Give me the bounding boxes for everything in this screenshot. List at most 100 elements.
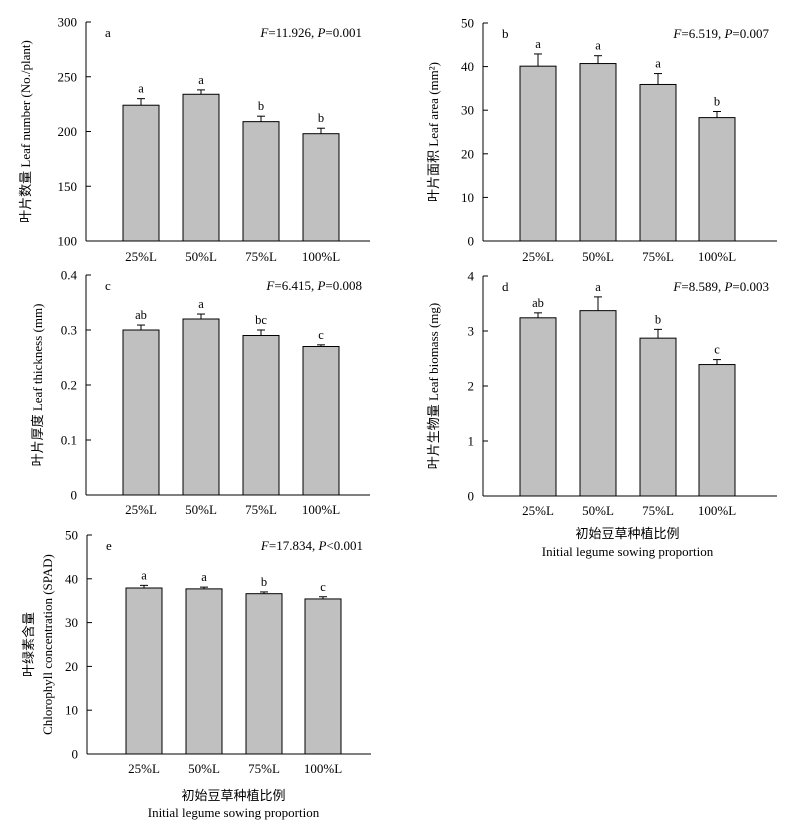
category-label: 100%L xyxy=(302,502,340,517)
significance-letter: bc xyxy=(255,313,267,327)
significance-letter: a xyxy=(138,82,144,96)
y-tick-label: 1 xyxy=(468,434,475,449)
significance-letter: a xyxy=(595,280,601,294)
y-tick-label: 100 xyxy=(58,234,78,249)
stat-value: =8.589, xyxy=(681,279,724,294)
category-label: 100%L xyxy=(698,503,736,518)
bar xyxy=(242,335,280,496)
stat-value: =6.415, xyxy=(274,278,317,293)
bar xyxy=(242,121,280,242)
y-tick-label: 4 xyxy=(468,269,475,284)
stat-value: =0.008 xyxy=(325,278,362,293)
y-tick-label: 0.3 xyxy=(61,323,77,338)
stat-symbol: F xyxy=(672,279,682,294)
bar xyxy=(579,63,617,242)
stat-value: =0.007 xyxy=(732,26,769,41)
y-tick-label: 50 xyxy=(65,528,78,543)
y-axis-label: 叶片厚度 Leaf thickness (mm) xyxy=(30,304,45,467)
y-tick-label: 2 xyxy=(468,379,475,394)
significance-letter: ab xyxy=(532,296,544,310)
significance-letter: a xyxy=(201,570,207,584)
y-axis-label: 叶片面积 Leaf area (mm²) xyxy=(426,62,441,202)
y-axis-label: Chlorophyll concentration (SPAD) xyxy=(40,554,55,735)
panel-a: 100 150 200 250 300 a 25%L a 50%L b 75%L b 100%L a F=1… xyxy=(18,15,370,264)
bar xyxy=(245,593,283,755)
category-label: 25%L xyxy=(125,502,157,517)
stat-value: =0.003 xyxy=(732,279,769,294)
stat-symbol: F xyxy=(259,25,269,40)
y-tick-label: 20 xyxy=(461,146,474,161)
stat-symbol: P xyxy=(317,538,326,553)
stat-symbol: P xyxy=(316,25,325,40)
significance-letter: a xyxy=(655,57,661,71)
category-label: 50%L xyxy=(582,503,614,518)
y-tick-label: 20 xyxy=(65,659,78,674)
panel-letter: c xyxy=(105,278,111,293)
category-label: 25%L xyxy=(522,249,554,264)
bar xyxy=(639,337,677,497)
stat-symbol: P xyxy=(723,26,732,41)
y-tick-label: 0.1 xyxy=(61,433,77,448)
category-label: 100%L xyxy=(302,249,340,264)
category-label: 25%L xyxy=(125,249,157,264)
bar xyxy=(182,93,220,242)
panel-letter: d xyxy=(502,279,509,294)
category-label: 25%L xyxy=(128,761,160,776)
stat-symbol: P xyxy=(723,279,732,294)
x-axis-label-cn: 初始豆草种植比例 xyxy=(181,788,285,803)
significance-letter: c xyxy=(714,343,720,357)
significance-letter: a xyxy=(141,568,147,582)
significance-letter: a xyxy=(595,39,601,53)
category-label: 50%L xyxy=(185,502,217,517)
stat-value: =6.519, xyxy=(681,26,724,41)
category-label: 75%L xyxy=(245,502,277,517)
stats-text: F=17.834, P<0.001 xyxy=(260,538,363,553)
stats-text: F=8.589, P=0.003 xyxy=(672,279,769,294)
bar xyxy=(304,598,342,755)
significance-letter: b xyxy=(655,312,661,326)
category-label: 75%L xyxy=(245,249,277,264)
x-axis-label-en: Initial legume sowing proportion xyxy=(148,805,320,820)
category-label: 100%L xyxy=(698,249,736,264)
panel-e: 0 10 20 30 40 50 a 25%L a 50%L b 75%L c 100%L e F=17.83… xyxy=(21,528,371,820)
y-tick-label: 0 xyxy=(468,234,475,249)
category-label: 75%L xyxy=(642,249,674,264)
bar xyxy=(122,329,160,496)
category-label: 25%L xyxy=(522,503,554,518)
stats-text: F=6.415, P=0.008 xyxy=(265,278,362,293)
y-tick-label: 40 xyxy=(461,59,474,74)
significance-letter: b xyxy=(261,575,267,589)
significance-letter: c xyxy=(320,580,326,594)
category-label: 50%L xyxy=(188,761,220,776)
stat-symbol: F xyxy=(265,278,275,293)
bar xyxy=(122,104,160,242)
y-tick-label: 0.2 xyxy=(61,378,77,393)
significance-letter: b xyxy=(318,111,324,125)
stat-symbol: F xyxy=(260,538,270,553)
significance-letter: a xyxy=(198,73,204,87)
bar xyxy=(182,318,220,496)
bar xyxy=(302,133,340,242)
significance-letter: b xyxy=(258,99,264,113)
y-tick-label: 40 xyxy=(65,571,78,586)
stat-symbol: F xyxy=(672,26,682,41)
y-tick-label: 50 xyxy=(461,16,474,31)
x-axis-label-en: Initial legume sowing proportion xyxy=(542,544,714,559)
y-tick-label: 3 xyxy=(468,324,475,339)
y-tick-label: 250 xyxy=(58,69,78,84)
panel-letter: b xyxy=(502,26,509,41)
stat-value: =17.834, xyxy=(269,538,319,553)
bar xyxy=(185,588,223,755)
y-tick-label: 30 xyxy=(65,615,78,630)
y-tick-label: 10 xyxy=(461,190,474,205)
bar xyxy=(698,364,736,497)
y-axis-label: 叶片生物量 Leaf biomass (mg) xyxy=(426,303,441,469)
y-tick-label: 30 xyxy=(461,103,474,118)
y-axis-label: 叶片数量 Leaf number (No./plant) xyxy=(18,40,33,223)
stats-text: F=11.926, P=0.001 xyxy=(259,25,362,40)
bar xyxy=(639,83,677,242)
y-tick-label: 10 xyxy=(65,703,78,718)
y-tick-label: 0.4 xyxy=(61,268,78,283)
bar xyxy=(698,117,736,242)
